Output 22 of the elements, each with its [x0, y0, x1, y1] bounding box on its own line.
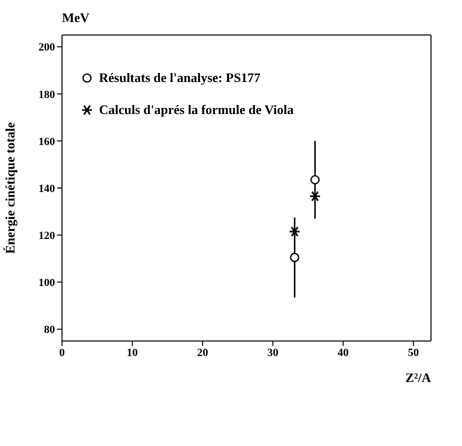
point	[309, 190, 321, 202]
y-tick-label: 180	[38, 88, 56, 101]
x-tick-label: 20	[197, 346, 209, 359]
legend-label: Résultats de l'analyse: PS177	[99, 70, 260, 86]
x-tick-label: 40	[338, 346, 350, 359]
point	[290, 252, 300, 262]
y-tick-label: 200	[38, 42, 56, 54]
x-tick-label: 10	[126, 346, 138, 359]
x-tick-label: 0	[59, 346, 66, 359]
text: MeV	[62, 10, 90, 26]
x-tick-label: 50	[408, 346, 420, 359]
y-tick-label: 160	[38, 136, 56, 148]
legend-label: Calculs d'aprés la formule de Viola	[99, 102, 294, 118]
y-tick-label: 80	[44, 324, 56, 336]
x-axis-title: Z²/A	[405, 370, 432, 385]
point	[310, 175, 320, 184]
x-tick-label: 30	[267, 346, 279, 359]
y-tick-label: 100	[38, 277, 56, 290]
y-tick-label: 120	[38, 230, 56, 242]
y-tick-label: 140	[38, 182, 56, 195]
point	[288, 226, 300, 237]
y-axis-title: Énergie cinétique totale	[2, 122, 18, 254]
